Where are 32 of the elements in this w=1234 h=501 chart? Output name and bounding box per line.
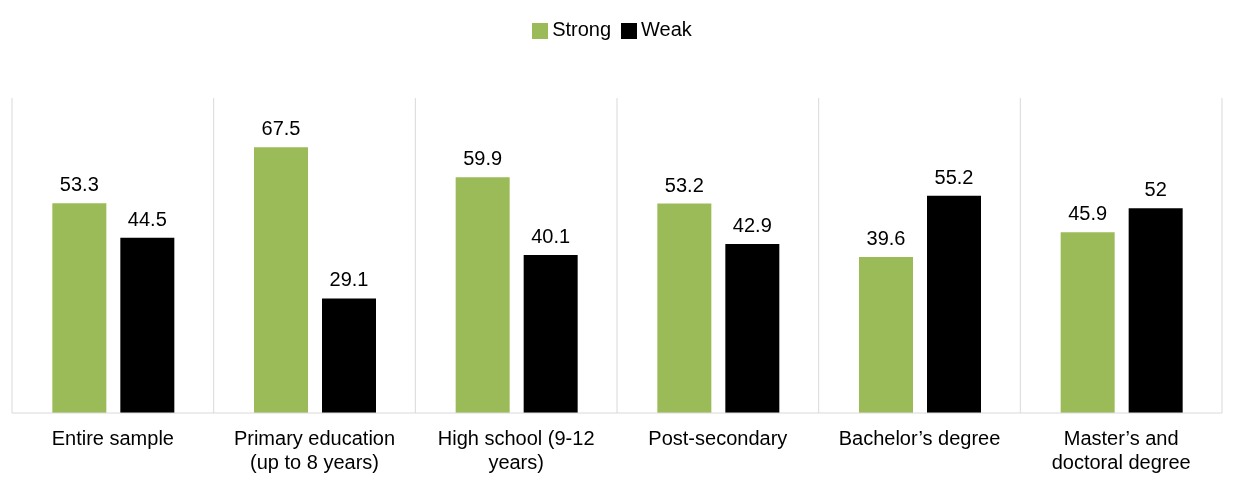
bar bbox=[322, 298, 376, 413]
bar bbox=[657, 203, 712, 413]
data-label: 53.3 bbox=[59, 173, 99, 196]
x-tick-label: Primary education (up to 8 years) bbox=[233, 427, 396, 473]
bar bbox=[455, 177, 510, 413]
data-label: 52 bbox=[1144, 178, 1167, 201]
x-tick-label: Entire sample bbox=[51, 427, 174, 449]
bar bbox=[725, 244, 780, 413]
x-tick-label: Master’s and doctoral degree bbox=[1051, 427, 1191, 473]
bar bbox=[523, 255, 578, 413]
legend-label: Strong bbox=[552, 18, 612, 40]
legend-label: Weak bbox=[641, 18, 692, 40]
data-label: 40.1 bbox=[531, 225, 571, 248]
data-label: 29.1 bbox=[329, 268, 369, 291]
bar bbox=[1060, 232, 1115, 413]
bar bbox=[120, 237, 175, 413]
x-tick-label: High school (9-12 years) bbox=[437, 427, 595, 473]
data-label: 39.6 bbox=[866, 227, 906, 250]
bar bbox=[859, 257, 913, 413]
x-tick-label: Post-secondary bbox=[648, 427, 788, 449]
data-label: 53.2 bbox=[664, 173, 704, 196]
bar bbox=[254, 147, 308, 413]
data-label: 67.5 bbox=[261, 117, 301, 140]
x-tick-label: Bachelor’s degree bbox=[838, 427, 1001, 449]
data-label: 59.9 bbox=[463, 147, 503, 170]
bar bbox=[52, 203, 107, 413]
bar bbox=[927, 195, 981, 413]
bar bbox=[1128, 208, 1183, 413]
data-label: 42.9 bbox=[732, 214, 772, 237]
data-label: 45.9 bbox=[1068, 202, 1108, 225]
data-label: 55.2 bbox=[934, 165, 974, 188]
data-label: 44.5 bbox=[127, 207, 167, 230]
